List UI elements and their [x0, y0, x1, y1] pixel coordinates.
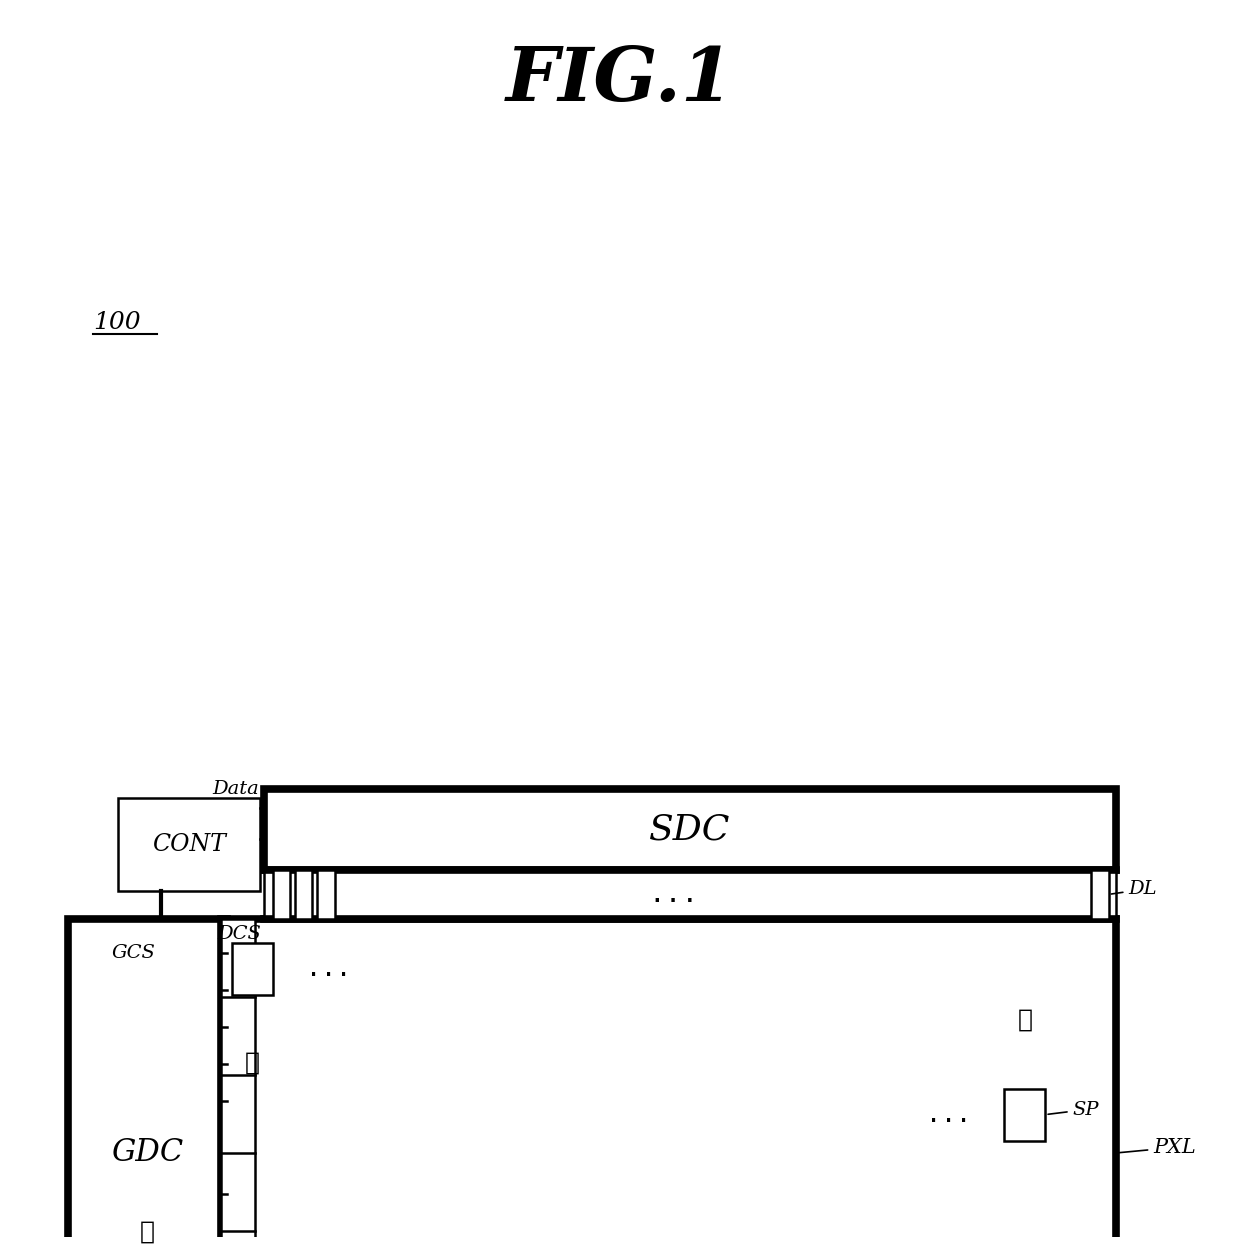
Text: PXL: PXL	[1118, 1138, 1195, 1157]
Text: GCS: GCS	[112, 944, 155, 962]
Bar	[232, 942, 273, 995]
Bar	[221, 919, 255, 1245]
Text: DL: DL	[1111, 880, 1157, 899]
Text: ⋮: ⋮	[1017, 1010, 1033, 1032]
Bar	[273, 870, 290, 919]
Text: ...: ...	[926, 1103, 971, 1127]
Bar	[1004, 1088, 1045, 1140]
Text: ⋮: ⋮	[244, 1051, 260, 1074]
Bar	[1091, 870, 1109, 919]
Bar	[68, 919, 227, 1245]
Text: CONT: CONT	[153, 833, 226, 855]
Text: ...: ...	[647, 880, 698, 909]
Bar	[317, 870, 335, 919]
Text: FIG.1: FIG.1	[506, 44, 734, 117]
Text: ⋮: ⋮	[140, 1221, 155, 1244]
Text: SP: SP	[1048, 1101, 1099, 1118]
Text: 100: 100	[93, 311, 140, 334]
Bar	[221, 919, 1116, 1245]
Bar	[264, 870, 1116, 919]
Text: Data: Data	[212, 779, 259, 798]
Text: SDC: SDC	[650, 813, 730, 847]
Text: ...: ...	[306, 956, 351, 981]
Bar	[118, 798, 260, 890]
Bar	[264, 789, 1116, 870]
Text: DCS: DCS	[217, 925, 260, 944]
Bar	[295, 870, 312, 919]
Text: GDC: GDC	[112, 1138, 184, 1169]
